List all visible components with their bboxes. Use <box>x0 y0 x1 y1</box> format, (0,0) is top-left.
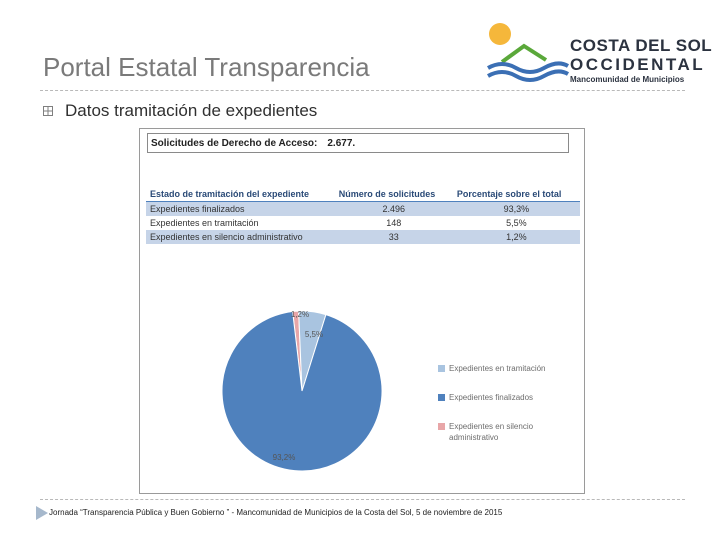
table-header-row: Estado de tramitación del expediente Núm… <box>146 187 580 202</box>
legend-item-finalizados: Expedientes finalizados <box>438 392 549 403</box>
summary-value: 2.677. <box>327 137 356 149</box>
legend-item-tramitacion: Expedientes en tramitación <box>438 363 549 374</box>
status-table: Estado de tramitación del expediente Núm… <box>146 187 580 244</box>
cell-status: Expedientes finalizados <box>146 201 335 216</box>
cell-count: 33 <box>334 230 453 244</box>
legend-label: Expedientes en silencio administrativo <box>449 422 534 442</box>
bullet-icon <box>43 106 53 116</box>
column-header-status: Estado de tramitación del expediente <box>146 187 335 202</box>
mancomunidad-logo: COSTA DEL SOL OCCIDENTAL Mancomunidad de… <box>482 18 712 86</box>
cell-count: 148 <box>386 218 402 228</box>
logo-text-line1: COSTA DEL SOL <box>570 36 713 55</box>
legend-swatch <box>438 423 445 430</box>
logo-graphic-icon <box>487 23 570 82</box>
legend-label: Expedientes en tramitación <box>449 364 546 373</box>
legend-swatch <box>438 394 445 401</box>
bullet-item: Datos tramitación de expedientes <box>43 101 317 121</box>
table-row: Expedientes en tramitación 148 5,5% <box>146 216 580 230</box>
legend-swatch <box>438 365 445 372</box>
cell-percentage: 5,5% <box>506 218 527 228</box>
pie-data-label-0: 93,2% <box>273 453 296 462</box>
bullet-text: Datos tramitación de expedientes <box>65 101 318 120</box>
pie-slice-0 <box>221 310 383 472</box>
footer-divider <box>40 499 685 500</box>
cell-percentage: 1,2% <box>452 230 580 244</box>
legend-label: Expedientes finalizados <box>449 393 534 402</box>
pie-data-label-1: 5,5% <box>305 330 323 339</box>
table-row: Expedientes finalizados 2.496 93,3% <box>146 201 580 216</box>
cell-percentage: 93,3% <box>452 201 580 216</box>
logo-text-line2: OCCIDENTAL <box>570 55 706 74</box>
pie-chart: 93,2% 5,5% 1,2% <box>221 310 383 472</box>
footer-arrow-icon <box>36 506 48 520</box>
footer-text: Jornada “Transparencia Pública y Buen Go… <box>49 508 503 517</box>
cell-status: Expedientes en silencio administrativo <box>146 230 335 244</box>
legend-item-silencio: Expedientes en silencio administrativo <box>438 421 549 443</box>
access-requests-summary: Solicitudes de Derecho de Acceso: 2.677. <box>147 133 569 153</box>
pie-data-label-2: 1,2% <box>291 310 309 319</box>
cell-count: 2.496 <box>334 201 453 216</box>
embedded-report-image: Solicitudes de Derecho de Acceso: 2.677.… <box>139 128 585 494</box>
logo-text-line3: Mancomunidad de Municipios <box>570 75 685 84</box>
table-row: Expedientes en silencio administrativo 3… <box>146 230 580 244</box>
page-title: Portal Estatal Transparencia <box>43 52 370 82</box>
column-header-count: Número de solicitudes <box>334 187 453 202</box>
header-divider <box>40 90 685 91</box>
column-header-percentage: Porcentaje sobre el total <box>452 187 580 202</box>
summary-label: Solicitudes de Derecho de Acceso: <box>151 137 318 149</box>
cell-status: Expedientes en tramitación <box>150 218 259 228</box>
